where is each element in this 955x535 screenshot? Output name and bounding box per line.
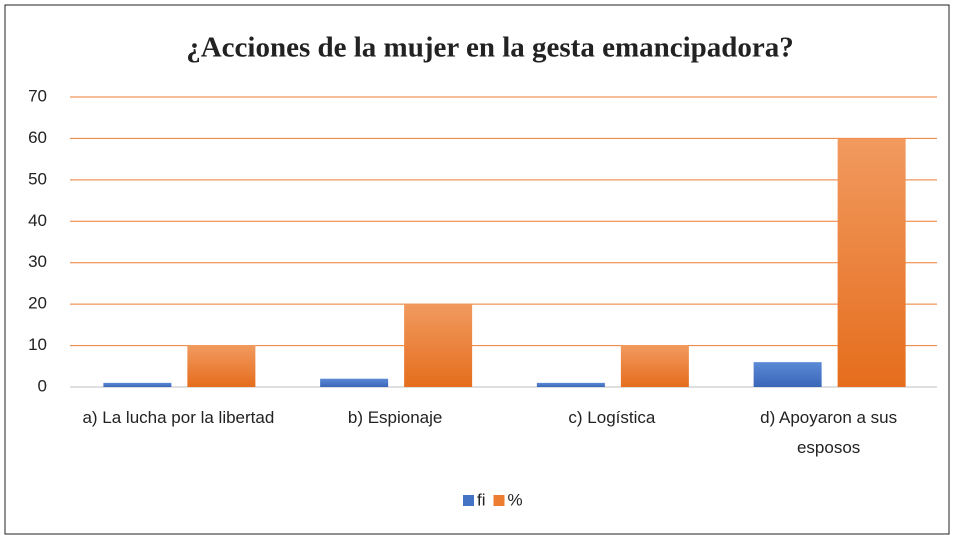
- y-tick-label: 50: [28, 169, 47, 188]
- bar: [837, 138, 906, 387]
- y-tick-label: 70: [28, 86, 47, 105]
- legend-swatch: [463, 495, 474, 506]
- chart-frame: [4, 4, 950, 535]
- legend-label: fi: [477, 490, 486, 509]
- legend-label: %: [508, 490, 523, 509]
- bar: [753, 362, 822, 387]
- x-tick-label: a) La lucha por la libertad: [82, 408, 275, 427]
- x-tick-label-box: a) La lucha por la libertad: [82, 408, 275, 427]
- bar: [620, 345, 689, 387]
- bar: [320, 378, 389, 387]
- x-tick-label-box: c) Logística: [568, 408, 656, 427]
- x-tick-label-box: d) Apoyaron a sus esposos: [760, 408, 898, 457]
- bar: [404, 304, 473, 387]
- x-tick-label: c) Logística: [568, 408, 656, 427]
- y-tick-label: 60: [28, 128, 47, 147]
- bar: [103, 382, 172, 387]
- y-tick-label: 10: [28, 335, 47, 354]
- bar: [536, 382, 605, 387]
- bar: [187, 345, 256, 387]
- x-tick-label: d) Apoyaron a sus esposos: [760, 408, 898, 457]
- chart-title: ¿Acciones de la mujer en la gesta emanci…: [186, 32, 794, 64]
- y-tick-label: 0: [38, 376, 47, 395]
- y-tick-label: 40: [28, 211, 47, 230]
- y-tick-label: 20: [28, 294, 47, 313]
- x-tick-label-box: b) Espionaje: [347, 408, 443, 427]
- y-tick-label: 30: [28, 252, 47, 271]
- x-tick-label: b) Espionaje: [347, 408, 443, 427]
- legend-swatch: [493, 495, 505, 506]
